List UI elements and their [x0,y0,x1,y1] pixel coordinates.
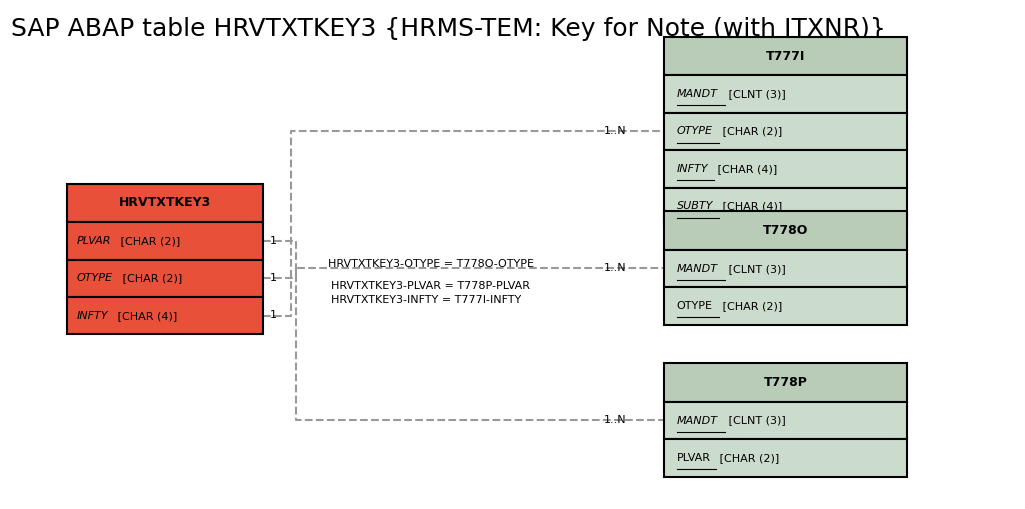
Text: [CHAR (4)]: [CHAR (4)] [713,164,777,174]
Text: [CHAR (2)]: [CHAR (2)] [719,127,782,136]
Bar [664,113,907,150]
Bar [67,260,262,297]
Bar [664,288,907,325]
Text: [CLNT (3)]: [CLNT (3)] [725,415,785,426]
Bar [664,402,907,439]
Text: [CHAR (2)]: [CHAR (2)] [119,273,182,284]
Text: 1..N: 1..N [604,263,626,273]
Text: PLVAR: PLVAR [676,453,710,463]
Text: OTYPE: OTYPE [676,127,712,136]
Bar [664,37,907,75]
Text: HRVTXTKEY3-OTYPE = T778O-OTYPE: HRVTXTKEY3-OTYPE = T778O-OTYPE [328,259,534,269]
Text: INFTY: INFTY [77,311,108,321]
Text: OTYPE: OTYPE [676,301,712,311]
Text: [CHAR (4)]: [CHAR (4)] [720,202,782,211]
Bar [664,150,907,188]
Text: T777I: T777I [766,49,806,63]
Bar [664,188,907,225]
Text: SUBTY: SUBTY [676,202,712,211]
Bar [67,297,262,334]
Text: HRVTXTKEY3: HRVTXTKEY3 [119,196,211,209]
Text: 1..N: 1..N [604,415,626,425]
Text: [CLNT (3)]: [CLNT (3)] [725,264,785,274]
Bar [664,75,907,113]
Text: HRVTXTKEY3-INFTY = T777I-INFTY: HRVTXTKEY3-INFTY = T777I-INFTY [331,295,522,304]
Text: SAP ABAP table HRVTXTKEY3 {HRMS-TEM: Key for Note (with ITXNR)}: SAP ABAP table HRVTXTKEY3 {HRMS-TEM: Key… [10,17,886,41]
Bar [67,184,262,222]
Text: HRVTXTKEY3-PLVAR = T778P-PLVAR: HRVTXTKEY3-PLVAR = T778P-PLVAR [331,281,530,291]
Bar [664,250,907,288]
Bar [664,363,907,402]
Text: OTYPE: OTYPE [77,273,113,284]
Text: INFTY: INFTY [676,164,708,174]
Text: 1: 1 [271,310,278,320]
Text: 1..N: 1..N [604,126,626,136]
Text: MANDT: MANDT [676,415,717,426]
Text: PLVAR: PLVAR [77,236,111,246]
Bar [67,222,262,260]
Text: [CHAR (2)]: [CHAR (2)] [716,453,780,463]
Text: MANDT: MANDT [676,89,717,99]
Text: T778P: T778P [764,376,808,389]
Text: [CHAR (2)]: [CHAR (2)] [117,236,180,246]
Text: 1: 1 [271,236,278,246]
Text: 1: 1 [271,273,278,284]
Text: [CLNT (3)]: [CLNT (3)] [725,89,785,99]
Bar [664,439,907,477]
Text: [CHAR (2)]: [CHAR (2)] [719,301,782,311]
Text: MANDT: MANDT [676,264,717,274]
Bar [664,211,907,250]
Text: [CHAR (4)]: [CHAR (4)] [114,311,177,321]
Text: T778O: T778O [763,224,809,237]
